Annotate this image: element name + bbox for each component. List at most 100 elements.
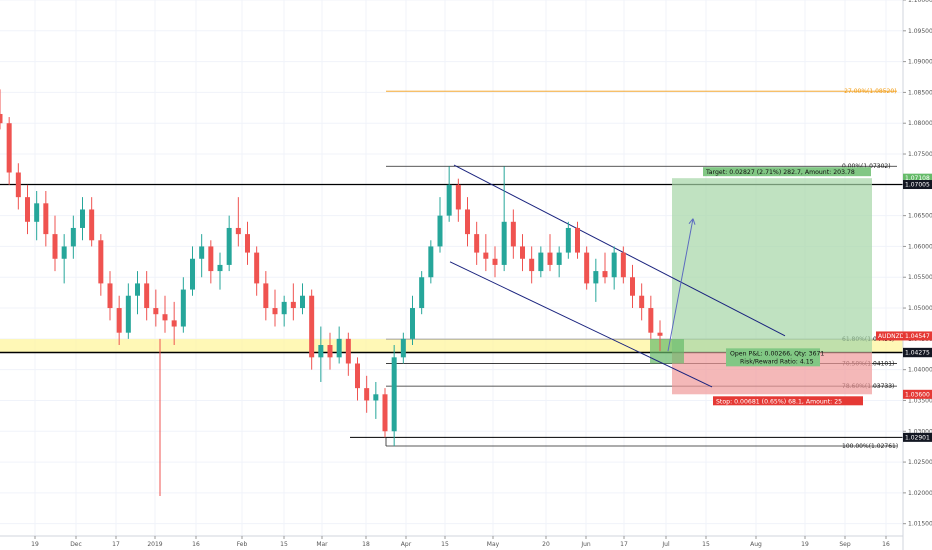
time-tick-label: 17 (620, 541, 628, 548)
target-label: Target: 0.02827 (2.71%) 282.7, Amount: 2… (705, 169, 855, 176)
long-position-tool[interactable]: Target: 0.02827 (2.71%) 282.7, Amount: 2… (650, 167, 872, 406)
candle-body (382, 394, 388, 432)
projection-arrow (667, 218, 694, 352)
candle-body (455, 184, 461, 210)
price-tick-label: 1.09000 (908, 59, 932, 66)
candle-body (446, 184, 452, 216)
candle-body (70, 227, 76, 247)
time-tick-label: 18 (362, 541, 370, 548)
price-tick-label: 1.03500 (908, 397, 932, 404)
candle-body (15, 172, 21, 198)
candle-body (575, 227, 580, 253)
candle-body (602, 271, 608, 278)
time-tick-label: 20 (542, 541, 550, 548)
price-tick-label: 1.01500 (908, 521, 932, 528)
time-tick-label: Apr (401, 541, 412, 548)
projection-arrow-head (688, 218, 696, 225)
candle-body (89, 209, 95, 241)
channel-upper-line (453, 164, 786, 337)
price-tag-bg (903, 389, 932, 399)
candle-body (245, 234, 250, 253)
candle-body (217, 264, 223, 272)
time-axis[interactable]: 19 Dec 17 2019 16 Feb 15 Mar 18 Apr 15 May 20 Jun 17 Ju… (0, 535, 903, 548)
candle-body (611, 252, 617, 278)
time-tick-label: Jun (580, 541, 591, 548)
price-tick-label: 1.07500 (908, 151, 932, 158)
open-pl-label: Open P&L: 0.00266, Qty: 3671 (730, 350, 824, 357)
price-tick-label: 1.08000 (908, 120, 932, 127)
price-tag-label: 1.03600 (905, 391, 930, 398)
candle-body (25, 197, 30, 222)
candle-body (410, 308, 415, 339)
candle-body (556, 252, 562, 265)
target-zone (672, 178, 872, 353)
candle-body (364, 388, 370, 401)
time-tick-label: 17 (112, 541, 120, 548)
price-tag-bg (903, 180, 932, 190)
time-tick-label: 15 (280, 541, 288, 548)
price-axis[interactable]: 1.10000 1.09500 1.09000 1.08500 1.08000 1.075… (902, 0, 932, 550)
entry-highlight (650, 339, 684, 364)
price-tick-label: 1.06000 (908, 243, 932, 250)
price-tag-label: 1.07005 (905, 182, 930, 189)
candle-body (43, 203, 49, 235)
candle-body (620, 252, 626, 278)
time-tick-label: Aug (750, 541, 762, 548)
candle-body (263, 283, 269, 309)
symbol-tag-bg (876, 331, 903, 341)
stop-label-bg (713, 396, 863, 406)
candle-body (428, 246, 434, 278)
price-tick-label: 1.05500 (908, 274, 932, 281)
candle-body (208, 246, 214, 272)
candle-body (400, 338, 406, 358)
candle-body (162, 314, 168, 321)
candles (0, 89, 663, 496)
time-tick-label: Jul (661, 541, 670, 548)
candle-body (144, 283, 150, 309)
candle-body (125, 295, 131, 333)
candle-body (0, 113, 3, 124)
open-label-bg (726, 348, 820, 367)
time-tick-label: Sep (839, 541, 851, 548)
price-tag-label: 1.04547 (905, 333, 930, 340)
candle-body (593, 271, 599, 284)
time-tick-label: May (487, 541, 500, 548)
time-tick-label: 16 (192, 541, 200, 548)
risk-reward-label: Risk/Reward Ratio: 4.15 (740, 358, 814, 365)
target-label-bg (703, 167, 871, 177)
candle-body (373, 394, 379, 401)
descending-channel[interactable] (449, 164, 786, 388)
candle-body (135, 283, 140, 296)
candle-body (190, 258, 195, 290)
time-tick-label: Feb (237, 541, 248, 548)
candle-body (61, 246, 67, 259)
price-tag-label: 1.04275 (905, 350, 930, 357)
price-tick-label: 1.02500 (908, 459, 932, 466)
candle-body (437, 215, 443, 247)
candle-body (547, 252, 553, 265)
candle-body (355, 363, 360, 389)
candle-body (171, 320, 177, 327)
time-tick-label: 19 (31, 541, 39, 548)
price-tick-label: 1.08500 (908, 89, 932, 96)
candle-body (474, 234, 480, 253)
price-tag-label: 1.07108 (905, 175, 930, 182)
price-tag-bg (903, 348, 932, 358)
candle-body (501, 221, 507, 265)
fib-level-label: 0.00%(1.07302) (842, 163, 891, 170)
candle-body (290, 301, 296, 309)
price-tag-bg (903, 331, 932, 341)
candle-body (648, 308, 654, 333)
candle-body (584, 252, 590, 284)
time-tick-label: 2019 (147, 541, 162, 548)
candle-body (226, 227, 232, 265)
candle-body (391, 357, 397, 432)
candle-body (254, 252, 260, 284)
candle-body (538, 252, 544, 272)
candle-body (630, 277, 635, 296)
symbol-tag: AUDNZD (878, 333, 905, 340)
candle-body (492, 258, 498, 265)
candle-body (300, 295, 305, 309)
